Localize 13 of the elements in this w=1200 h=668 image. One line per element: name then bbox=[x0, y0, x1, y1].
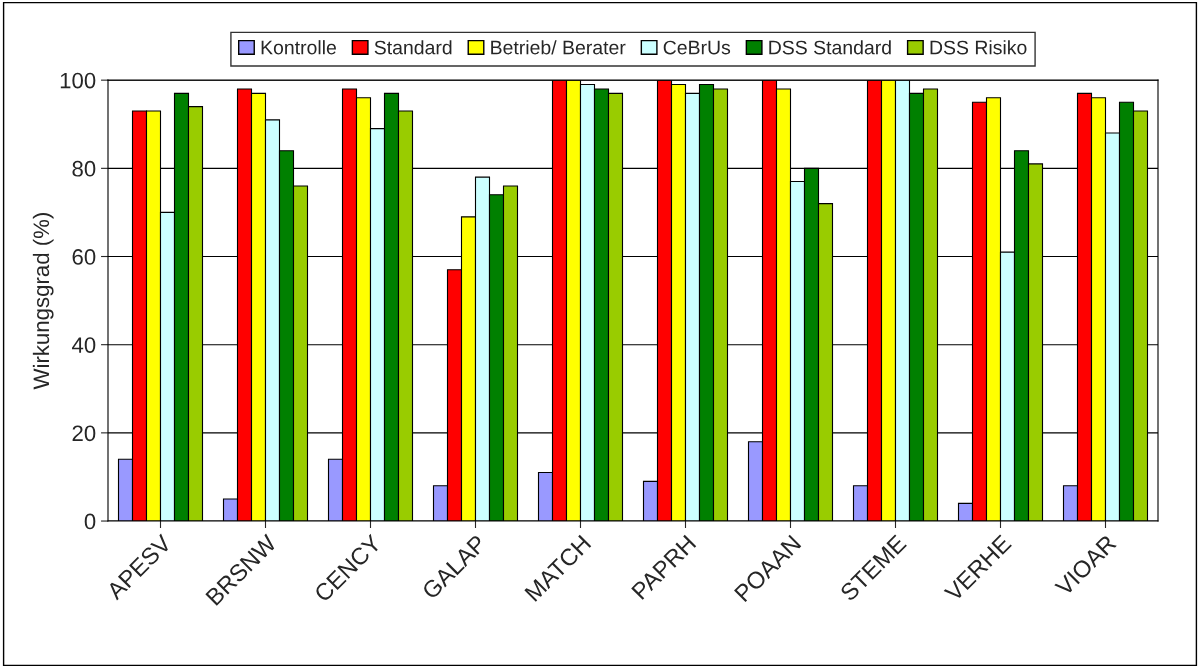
legend-label: Kontrolle bbox=[261, 40, 336, 55]
legend-label: Betrieb/ Berater bbox=[491, 40, 626, 55]
legend-label: Standard bbox=[374, 40, 452, 55]
y-tick-label: 0 bbox=[84, 513, 96, 530]
legend-label: CeBrUs bbox=[663, 40, 731, 55]
y-tick-label: 20 bbox=[72, 425, 96, 442]
y-axis-title: Wirkungsgrad (%) bbox=[32, 213, 54, 390]
y-tick-label: 60 bbox=[72, 249, 96, 265]
legend-label: DSS Standard bbox=[769, 40, 891, 55]
legend-label: DSS Risiko bbox=[930, 40, 1027, 55]
y-tick-label: 100 bbox=[60, 72, 96, 89]
y-tick-label: 80 bbox=[72, 160, 96, 177]
y-tick-label: 40 bbox=[71, 337, 96, 353]
